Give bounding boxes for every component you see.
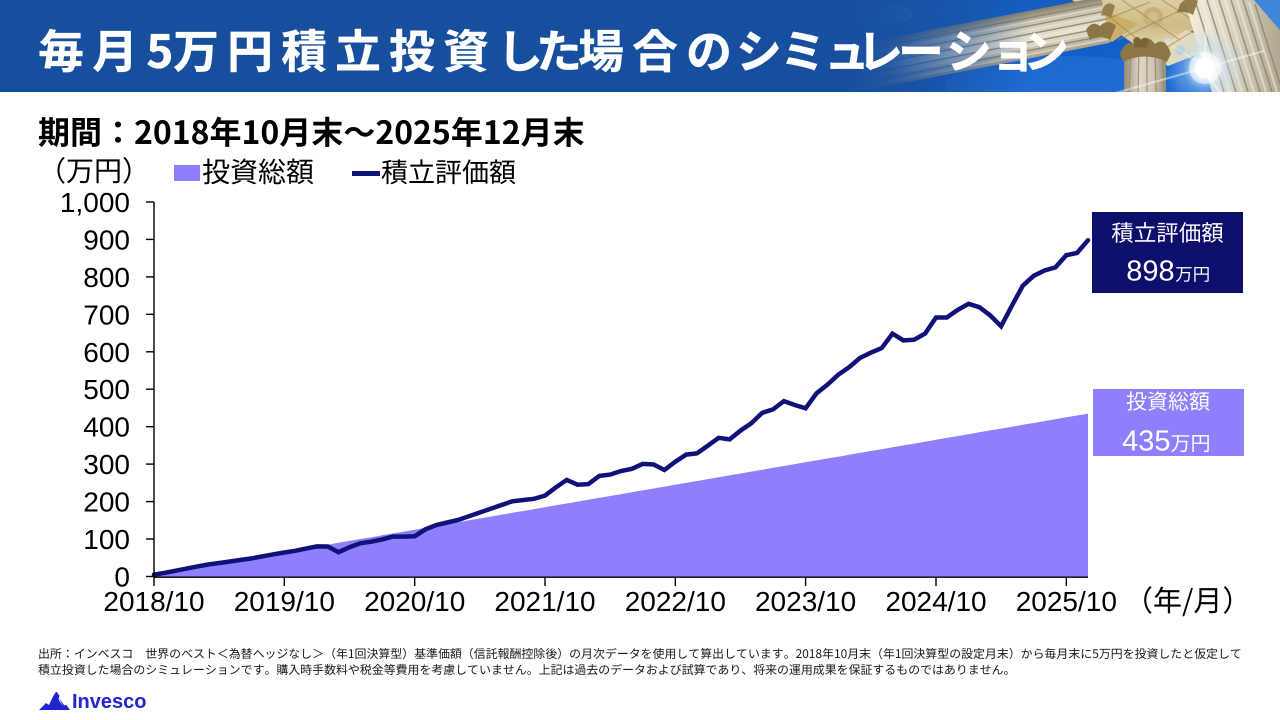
svg-text:0: 0: [114, 562, 130, 593]
svg-text:1,000: 1,000: [60, 187, 130, 218]
svg-text:2019/10: 2019/10: [234, 586, 335, 617]
svg-text:2020/10: 2020/10: [364, 586, 465, 617]
svg-text:2021/10: 2021/10: [494, 586, 595, 617]
svg-text:2018/10: 2018/10: [103, 586, 204, 617]
svg-text:898: 898: [1126, 256, 1174, 288]
svg-text:700: 700: [83, 299, 130, 330]
svg-text:400: 400: [83, 412, 130, 443]
svg-text:100: 100: [83, 524, 130, 555]
svg-text:200: 200: [83, 487, 130, 518]
svg-text:2023/10: 2023/10: [755, 586, 856, 617]
svg-text:2025/10: 2025/10: [1016, 586, 1117, 617]
svg-text:Invesco: Invesco: [72, 691, 146, 713]
svg-text:300: 300: [83, 449, 130, 480]
svg-text:500: 500: [83, 374, 130, 405]
svg-text:2022/10: 2022/10: [625, 586, 726, 617]
svg-text:435: 435: [1122, 426, 1170, 458]
svg-text:800: 800: [83, 262, 130, 293]
svg-text:2024/10: 2024/10: [885, 586, 986, 617]
svg-text:600: 600: [83, 337, 130, 368]
svg-text:900: 900: [83, 224, 130, 255]
